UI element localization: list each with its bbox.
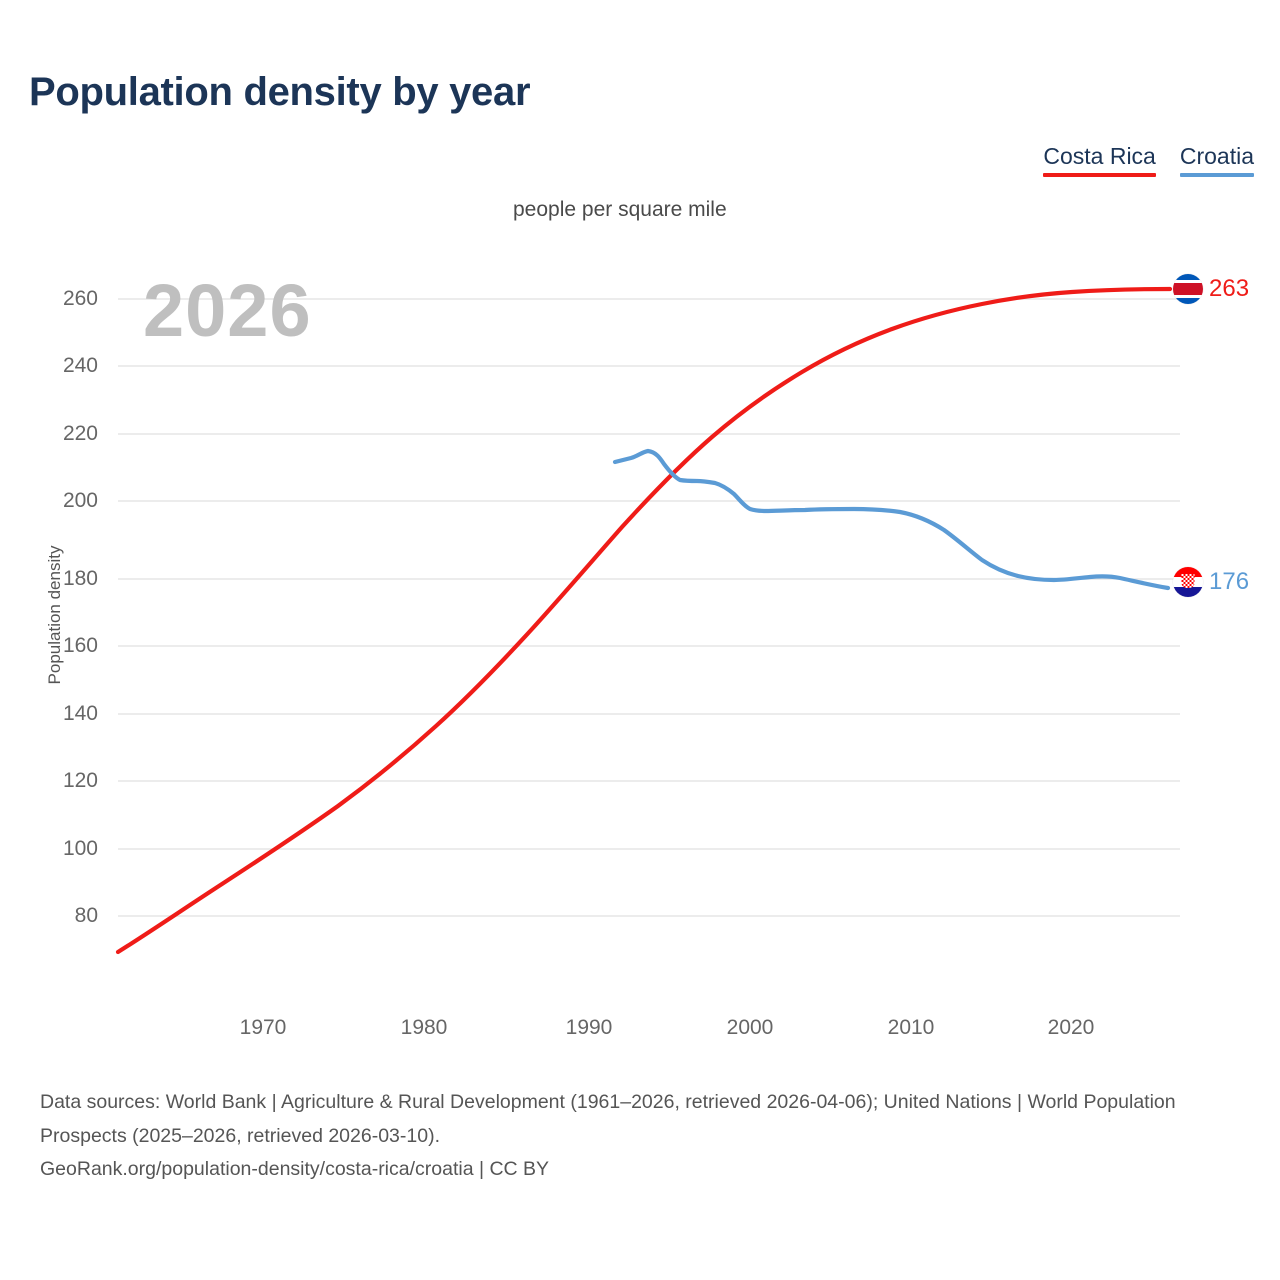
x-tick-2000: 2000 [726, 1016, 774, 1039]
chart-subtitle: people per square mile [513, 198, 727, 221]
page-title: Population density by year [29, 70, 531, 114]
legend-item-croatia[interactable]: Croatia [1179, 143, 1254, 178]
gridlines [118, 298, 1180, 917]
legend-label-costa-rica: Costa Rica [1043, 143, 1156, 169]
x-tick-1990: 1990 [565, 1016, 613, 1039]
legend: Costa Rica Croatia [1043, 143, 1254, 178]
y-tick-180: 180 [62, 567, 98, 590]
legend-item-costa-rica[interactable]: Costa Rica [1043, 143, 1156, 178]
x-tick-2010: 2010 [887, 1016, 935, 1039]
y-tick-200: 200 [62, 489, 98, 512]
y-tick-260: 260 [62, 287, 98, 310]
y-tick-100: 100 [62, 837, 98, 860]
y-tick-220: 220 [62, 422, 98, 445]
legend-rule-costa-rica [1043, 173, 1156, 178]
costa-rica-flag-icon [1173, 274, 1203, 304]
footer-attribution: GeoRank.org/population-density/costa-ric… [40, 1158, 550, 1181]
end-value-costa-rica: 263 [1209, 275, 1250, 302]
croatia-coat-of-arms-icon [1181, 573, 1195, 588]
x-tick-2020: 2020 [1047, 1016, 1095, 1039]
x-tick-1980: 1980 [400, 1016, 448, 1039]
x-tick-1970: 1970 [239, 1016, 287, 1039]
y-tick-140: 140 [62, 702, 98, 725]
end-marker-croatia[interactable]: 176 [1173, 567, 1249, 597]
end-value-croatia: 176 [1209, 568, 1250, 595]
legend-label-croatia: Croatia [1179, 143, 1254, 169]
series-croatia [612, 448, 1171, 591]
end-marker-costa-rica[interactable]: 263 [1173, 274, 1249, 304]
series-costa-rica [115, 286, 1173, 955]
year-watermark: 2026 [143, 269, 312, 352]
y-tick-120: 120 [62, 769, 98, 792]
y-axis-label: Population density [45, 545, 64, 685]
legend-rule-croatia [1179, 173, 1254, 178]
y-tick-160: 160 [62, 634, 98, 657]
croatia-flag-icon [1173, 567, 1203, 597]
y-tick-80: 80 [74, 904, 98, 927]
footer: Data sources: World Bank | Agriculture &… [40, 1086, 1260, 1187]
footer-data-sources: Data sources: World Bank | Agriculture &… [40, 1091, 1176, 1147]
y-tick-240: 240 [62, 354, 98, 377]
